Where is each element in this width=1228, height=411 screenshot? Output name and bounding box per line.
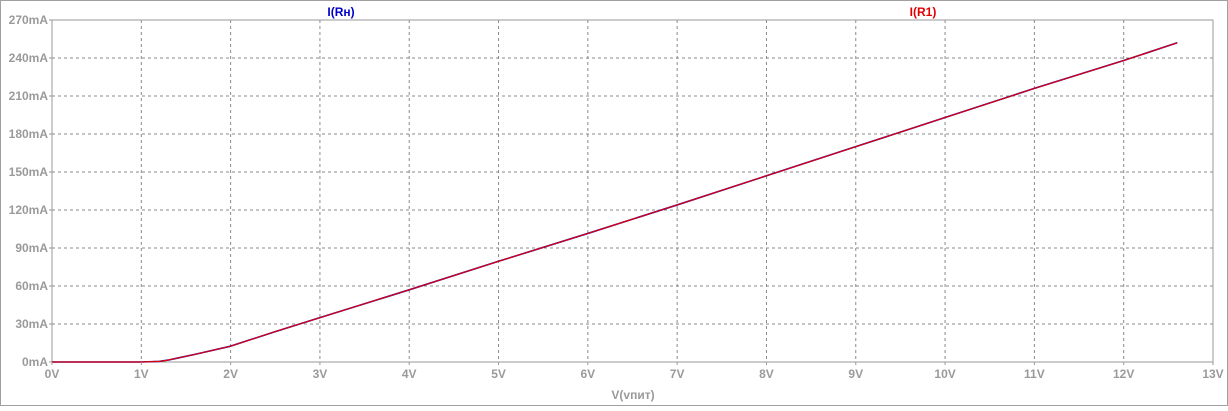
x-tick-label: 2V <box>223 367 238 381</box>
legend-entry-i-r1[interactable]: I(R1) <box>910 5 937 19</box>
y-tick-label: 270mA <box>9 13 49 27</box>
x-tick-label: 10V <box>934 367 955 381</box>
x-tick-label: 3V <box>313 367 328 381</box>
y-tick-label: 210mA <box>9 89 49 103</box>
x-tick-label: 8V <box>759 367 774 381</box>
x-axis-label: V(vпит) <box>611 388 654 402</box>
x-axis-tick-labels: 0V 1V 2V 3V 4V 5V 6V 7V 8V 9V 10V 11V 12V 13V <box>45 362 1224 381</box>
y-tick-label: 120mA <box>9 203 49 217</box>
x-tick-label: 4V <box>402 367 417 381</box>
y-tick-label: 30mA <box>15 317 48 331</box>
y-tick-label: 240mA <box>9 51 49 65</box>
x-tick-label: 13V <box>1202 367 1223 381</box>
series-lines <box>52 42 1178 363</box>
y-tick-label: 90mA <box>15 241 48 255</box>
x-tick-label: 9V <box>848 367 863 381</box>
plot-area-frame <box>51 19 1214 363</box>
y-tick-label: 60mA <box>15 279 48 293</box>
y-tick-label: 150mA <box>9 165 49 179</box>
legend-entry-i-rn[interactable]: I(Rн) <box>327 5 354 19</box>
y-axis-tick-labels: 0mA 30mA 60mA 90mA 120mA 150mA 180mA 210mA 240mA… <box>9 13 52 369</box>
grid-lines <box>52 20 1213 362</box>
y-tick-label: 0mA <box>22 355 48 369</box>
x-tick-label: 11V <box>1024 367 1045 381</box>
series-line-1[interactable] <box>52 42 1178 363</box>
x-tick-label: 0V <box>45 367 60 381</box>
x-tick-label: 7V <box>670 367 685 381</box>
x-tick-label: 12V <box>1113 367 1134 381</box>
x-tick-label: 6V <box>581 367 596 381</box>
x-tick-label: 5V <box>491 367 506 381</box>
y-tick-label: 180mA <box>9 127 49 141</box>
x-tick-label: 1V <box>134 367 149 381</box>
